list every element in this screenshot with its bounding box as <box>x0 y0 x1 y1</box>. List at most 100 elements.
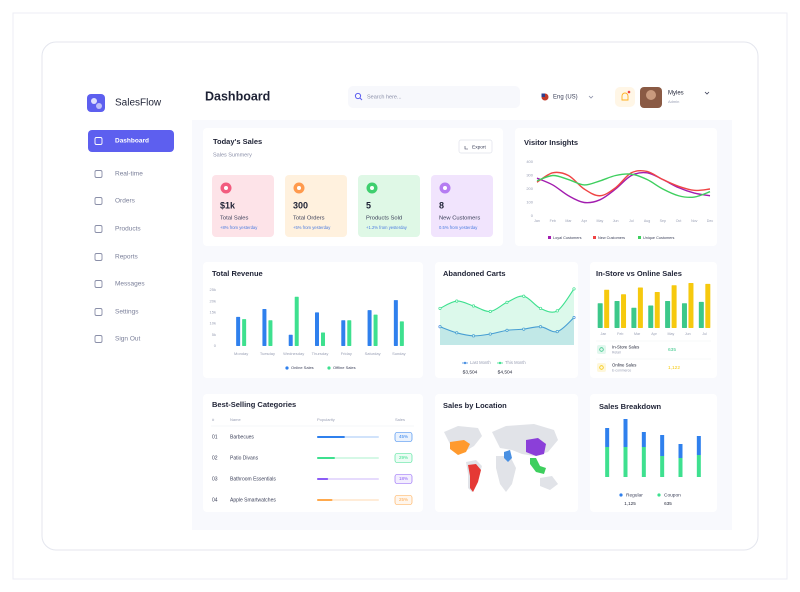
bar <box>654 292 660 328</box>
legend-dot <box>657 493 661 497</box>
bar-segment <box>678 444 683 458</box>
legend-dot <box>498 361 502 365</box>
progress-bar <box>317 436 345 438</box>
legend-label: This Month <box>505 360 526 365</box>
export-label[interactable]: Export <box>472 144 487 150</box>
sales-badge <box>394 495 413 505</box>
nav-label[interactable]: Real-time <box>115 171 143 178</box>
nav-icon <box>94 335 103 343</box>
line <box>536 173 711 199</box>
point <box>522 294 526 298</box>
bar <box>294 296 299 346</box>
x-tick-label: May <box>667 332 674 336</box>
bar <box>665 301 671 328</box>
x-tick-label: Monday <box>234 351 248 356</box>
x-tick-label: Oct <box>676 219 682 223</box>
legend-label: Coupon <box>664 492 681 498</box>
point <box>471 304 476 308</box>
y-tick-label: 100 <box>526 200 533 205</box>
legend-icon-dot <box>599 365 604 370</box>
y-tick-label: 400 <box>526 159 533 164</box>
x-tick-label: Saturday <box>365 351 381 356</box>
stat-label: Products Sold <box>366 216 402 222</box>
y-tick-label: 0 <box>531 213 534 218</box>
y-tick-label: 15k <box>210 309 216 314</box>
x-tick-label: Nov <box>691 219 698 223</box>
category-name: Patio Divans <box>230 455 259 461</box>
panel-title: Total Revenue <box>212 269 263 278</box>
search-box[interactable] <box>348 86 520 108</box>
nav-label[interactable]: Settings <box>115 309 139 316</box>
x-tick-label: Feb <box>550 219 556 223</box>
nav-active[interactable] <box>88 130 174 152</box>
point <box>455 299 459 303</box>
panel <box>590 262 717 378</box>
bar <box>341 320 346 346</box>
bar <box>688 283 694 328</box>
stat-value: 300 <box>293 200 308 210</box>
continent <box>540 476 558 490</box>
bar <box>373 314 378 346</box>
category-name: Bathroom Essentials <box>230 476 276 482</box>
x-tick-label: Feb <box>617 332 623 336</box>
bar-segment <box>678 458 683 477</box>
nav-icon <box>94 225 103 233</box>
sales-label: 45% <box>399 434 408 439</box>
progress-track <box>317 499 379 501</box>
legend-dot <box>327 366 331 370</box>
point <box>572 315 576 320</box>
nav-label[interactable]: Messages <box>115 281 145 288</box>
progress-bar <box>317 478 329 480</box>
point <box>505 328 509 332</box>
stat-icon-glyph <box>297 186 301 190</box>
bar <box>268 320 273 346</box>
stat-change: +5% from yesterday <box>293 225 331 230</box>
nav-icon <box>94 253 103 261</box>
bar <box>648 305 654 328</box>
panel-subtitle: Sales Summery <box>213 152 252 158</box>
column-header: # <box>212 417 215 422</box>
panel-title: Sales Breakdown <box>599 402 662 411</box>
stat-change: 0.5% from yesterday <box>439 225 478 230</box>
bar <box>637 287 643 328</box>
region <box>450 440 470 455</box>
legend-dot <box>463 361 467 365</box>
notification-button[interactable] <box>615 87 635 107</box>
legend-detail: Retail <box>612 350 621 354</box>
bar <box>631 307 637 328</box>
logo-mark <box>91 98 97 104</box>
point <box>488 309 492 314</box>
sales-badge <box>394 432 413 442</box>
point <box>455 331 459 335</box>
legend-label: Unique Customers <box>643 236 675 240</box>
nav-label[interactable]: Reports <box>115 254 139 261</box>
frame <box>12 12 788 580</box>
panel-title: Abandoned Carts <box>443 269 506 278</box>
nav-label[interactable]: Products <box>115 226 141 233</box>
legend-label: Online Sales <box>291 365 314 370</box>
legend-label: New Customers <box>598 236 625 240</box>
bell <box>621 92 629 101</box>
search-icon <box>359 97 363 101</box>
continent <box>496 456 516 492</box>
progress-track <box>317 478 379 480</box>
nav-label[interactable]: Dashboard <box>115 138 149 145</box>
sales-label: 25% <box>399 497 408 502</box>
y-tick-label: 0 <box>214 343 217 348</box>
search-placeholder[interactable]: Search here... <box>367 94 402 100</box>
stat-value: 5 <box>366 200 371 210</box>
nav-label[interactable]: Orders <box>115 198 136 205</box>
point <box>572 287 576 291</box>
search-icon <box>354 92 362 100</box>
export-button[interactable] <box>458 139 493 154</box>
stat-icon-glyph <box>443 186 447 190</box>
column-header: Popularity <box>317 417 335 422</box>
point <box>555 330 559 334</box>
bar-segment <box>696 455 701 477</box>
legend-label: Online Sales <box>612 363 636 368</box>
page-title: Dashboard <box>205 89 270 103</box>
stat-value: $1k <box>220 200 236 210</box>
legend-dot <box>285 366 289 370</box>
nav-label[interactable]: Sign Out <box>115 336 140 343</box>
language[interactable]: Eng (US) <box>553 95 578 101</box>
